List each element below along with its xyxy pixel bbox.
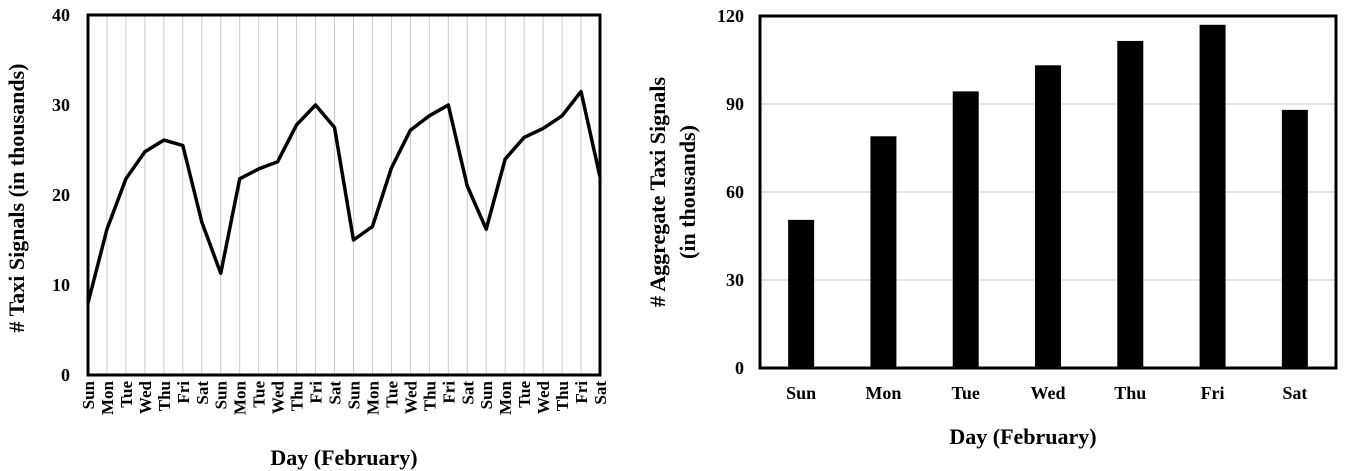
- y-tick-label: 10: [52, 275, 70, 295]
- line-chart-gridlines: [106, 15, 582, 375]
- bar-chart: 0 30 60 90 120 Sun Mon Tue Wed Thu Fri Sat Day (Fe…: [645, 6, 1338, 449]
- x-tick-label: Thu: [155, 381, 174, 411]
- x-tick-label: Thu: [1114, 383, 1146, 403]
- x-tick-label: Tue: [250, 381, 269, 408]
- x-tick-label: Sun: [786, 383, 816, 403]
- x-tick-label: Fri: [1201, 383, 1225, 403]
- x-tick-label: Thu: [288, 381, 307, 411]
- bar: [952, 91, 979, 369]
- y-tick-label: 120: [717, 6, 744, 26]
- x-tick-label: Wed: [269, 380, 288, 414]
- bar-chart-y-axis-label-line-1: # Aggregate Taxi Signals: [645, 77, 670, 307]
- x-tick-label: Sun: [79, 380, 98, 409]
- x-tick-label: Sat: [326, 381, 345, 405]
- x-tick-label: Mon: [363, 380, 382, 415]
- line-chart-x-axis-label: Day (February): [270, 445, 417, 470]
- x-tick-label: Mon: [98, 380, 117, 415]
- x-tick-label: Sun: [212, 380, 231, 409]
- x-tick-label: Tue: [117, 381, 136, 408]
- x-tick-label: Tue: [382, 381, 401, 408]
- x-tick-label: Fri: [307, 381, 326, 404]
- y-tick-label: 90: [726, 94, 744, 114]
- y-tick-label: 0: [61, 365, 70, 385]
- x-tick-label: Sun: [344, 380, 363, 409]
- bar-chart-x-ticks: Sun Mon Tue Wed Thu Fri Sat: [786, 383, 1307, 403]
- bar-chart-y-axis-label-line-2: (in thousands): [675, 125, 700, 259]
- y-tick-label: 20: [52, 185, 70, 205]
- bar-chart-plot-frame: [758, 14, 1338, 370]
- x-tick-label: Thu: [420, 381, 439, 411]
- x-tick-label: Fri: [174, 381, 193, 404]
- y-tick-label: 30: [726, 270, 744, 290]
- y-tick-label: 60: [726, 182, 744, 202]
- x-tick-label: Sat: [1282, 383, 1307, 403]
- taxi-signals-line: [86, 89, 602, 304]
- x-tick-label: Fri: [572, 381, 591, 404]
- bar-chart-x-axis-label: Day (February): [949, 424, 1096, 449]
- line-chart-x-ticks: Sun Mon Tue Wed Thu Fri Sat Sun Mon Tue Wed Thu Fri S…: [79, 380, 610, 415]
- x-tick-label: Tue: [952, 383, 980, 403]
- x-tick-label: Wed: [534, 380, 553, 414]
- x-tick-label: Wed: [136, 380, 155, 414]
- bar: [1199, 24, 1226, 369]
- bar: [870, 136, 897, 368]
- x-tick-label: Wed: [1030, 383, 1065, 403]
- y-tick-label: 0: [735, 358, 744, 378]
- x-tick-label: Mon: [496, 380, 515, 415]
- x-tick-label: Thu: [553, 381, 572, 411]
- line-chart-y-axis-label: # Taxi Signals (in thousands): [4, 63, 29, 332]
- x-tick-label: Sat: [458, 381, 477, 405]
- bar: [1281, 109, 1308, 368]
- x-tick-label: Fri: [439, 381, 458, 404]
- bar-chart-y-ticks: 0 30 60 90 120: [717, 6, 744, 378]
- x-tick-label: Sun: [477, 380, 496, 409]
- bar-chart-bars: [788, 24, 1308, 369]
- bar: [1035, 65, 1061, 368]
- bar-chart-y-axis-label: # Aggregate Taxi Signals (in thousands): [645, 77, 700, 307]
- line-chart-plot-frame: [86, 13, 602, 377]
- x-tick-label: Mon: [231, 380, 250, 415]
- x-tick-label: Sat: [193, 381, 212, 405]
- y-tick-label: 40: [52, 5, 70, 25]
- bar: [788, 219, 815, 368]
- x-tick-label: Sat: [591, 381, 610, 405]
- x-tick-label: Mon: [865, 383, 901, 403]
- bar: [1117, 40, 1144, 368]
- y-tick-label: 30: [52, 95, 70, 115]
- line-chart-y-ticks: 0 10 20 30 40: [52, 5, 70, 385]
- x-tick-label: Wed: [401, 380, 420, 414]
- x-tick-label: Tue: [515, 381, 534, 408]
